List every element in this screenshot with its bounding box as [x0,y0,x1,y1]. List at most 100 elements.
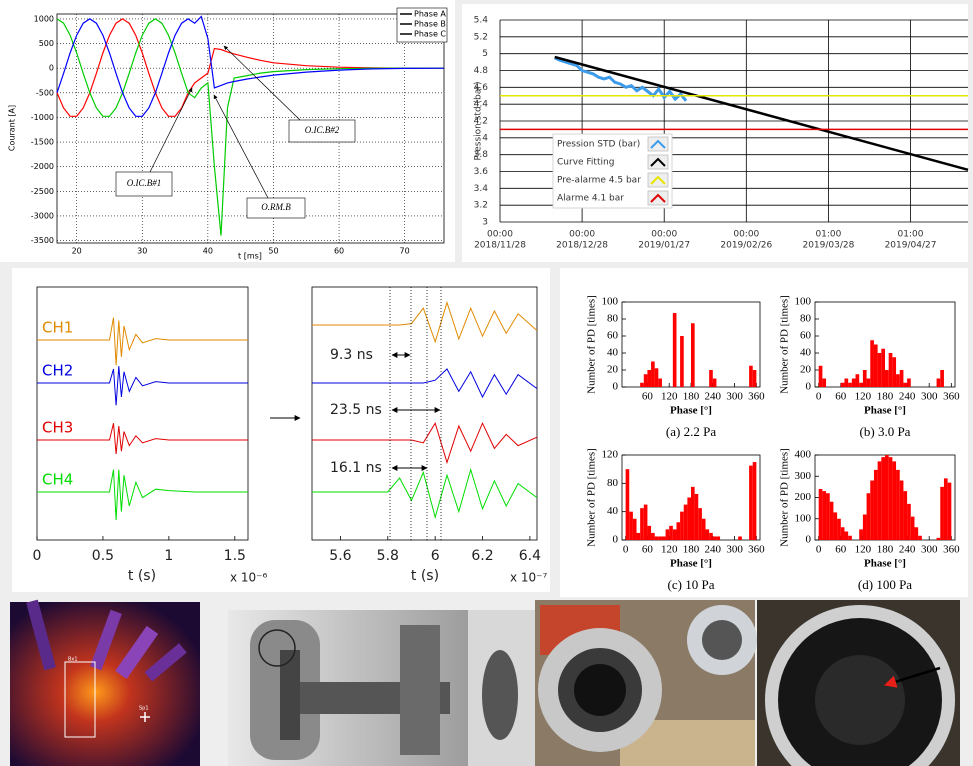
histogram-bar [870,340,874,387]
histogram-bar [752,462,757,540]
photo [535,600,960,766]
y-tick-label: 40 [607,347,619,359]
histogram-bar [859,382,863,387]
y-tick-label: 60 [800,330,812,342]
y-tick-label: 3.2 [474,201,488,211]
thermal-photo: Bx1 Sp1 [10,599,200,766]
histogram-bar [640,382,644,387]
x-tick-label: 240 [899,544,916,556]
plot-area [311,286,538,541]
x-tick-time: 00:00 [569,230,595,240]
x-tick-label: 0 [33,548,42,564]
histogram-bar [862,514,867,540]
y-tick-label: 3.8 [474,150,489,160]
annotation-box [288,119,356,143]
x-tick-label: 120 [661,391,678,403]
histogram-bar [680,511,684,540]
x-tick-label: 0 [623,544,629,556]
y-tick-label: 0 [613,381,619,393]
histogram-bar [636,532,641,540]
histogram-bar [691,486,695,540]
legend-icon [647,136,669,152]
histogram-bar [888,353,893,387]
series-line [312,368,538,399]
x-tick-label: 20 [72,247,82,256]
histogram-bar [940,370,944,387]
histogram-bar [749,465,753,540]
histogram-bar [903,382,908,387]
annotation: 9.3 ns [330,347,373,363]
x-tick-label: 0 [816,544,822,556]
x-tick-label: 6.2 [471,548,493,564]
histogram-bar [651,532,655,540]
series-line [554,56,688,102]
histogram-bar [822,378,827,387]
x-tick-label: 5.6 [329,548,351,564]
x-tick-time: 00:00 [733,230,759,240]
histogram-bar [873,469,878,540]
channel-label: CH1 [42,319,73,337]
x-tick-label: 2019/02/26 [720,241,772,251]
x-tick-label: 360 [748,391,765,403]
chart-title: (a) 2.2 Pa [666,424,716,439]
histogram-bar [907,378,911,387]
y-axis-label: Number of PD [times] [586,295,598,394]
y-tick-label: 100 [602,296,619,308]
histogram-bar [943,478,948,540]
y-tick-label: 5.4 [474,16,489,26]
histogram-bar [647,370,652,387]
legend-label: Pression STD (bar) [557,140,640,150]
histogram-bar [907,503,911,540]
x-tick-label: 120 [855,544,872,556]
x-tick-label: 30 [137,247,147,256]
histogram-bar [709,532,713,540]
x-tick-label: 120 [661,544,678,556]
annotation-box [115,171,173,197]
legend-label: Alarme 4.1 bar [557,194,624,204]
histogram-bar [716,536,721,540]
histogram-bar [873,344,878,387]
histogram-bar [749,365,753,387]
histogram-bar [829,501,834,540]
y-tick-label: 100 [795,296,812,308]
histogram-bar [643,374,648,387]
channel-label: CH2 [42,362,73,380]
histogram-bar [651,361,655,387]
y-tick-label: 60 [607,330,619,342]
series-line [554,55,969,172]
x-axis-label: Phase [°] [864,405,906,417]
histogram-bar [691,323,695,387]
histogram-bar [818,489,823,540]
legend-label: Pre-alarme 4.5 bar [557,176,641,186]
y-tick-label: 80 [607,313,619,325]
channel-label: CH4 [42,471,73,489]
histogram-bar [844,378,849,387]
series-line [37,469,248,521]
histogram-bar [870,480,874,540]
y-tick-label: 3 [482,218,488,228]
histogram-bar [712,378,717,387]
annotation-arrow [223,45,301,121]
x-tick-label: 300 [921,391,938,403]
histogram-bar [643,504,648,540]
histogram-bar [680,336,684,387]
x-axis-label: t (s) [411,568,439,584]
y-tick-label: 100 [795,512,812,524]
legend-swatch [650,193,666,203]
y-tick-label: 300 [795,470,812,482]
x-tick-time: 00:00 [487,230,513,240]
x-tick-time: 01:00 [815,230,841,240]
histogram-bar [709,370,713,387]
photo-label: Sp1 [139,706,149,712]
histogram-bar [840,527,845,540]
series-line [312,467,538,520]
y-tick-label: 0 [613,534,619,546]
x-tick-label: 2018/12/28 [556,241,608,251]
y-tick-label: 120 [602,449,619,461]
histogram-bar [822,491,827,540]
histogram-bar [892,357,897,387]
histogram-bar [848,535,852,540]
x-tick-label: 2019/01/27 [638,241,690,251]
y-tick-label: 80 [607,477,619,489]
